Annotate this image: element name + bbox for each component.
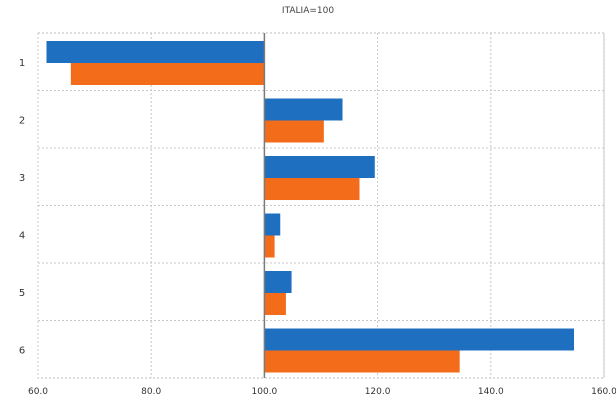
y-category-label: 6 [19, 345, 25, 356]
bar-series-1-cat-2 [264, 98, 343, 121]
bar-series-2-cat-4 [264, 235, 275, 258]
x-tick-label: 160.0 [591, 387, 616, 397]
x-tick-label: 100.0 [252, 387, 278, 397]
y-category-label: 5 [19, 288, 25, 299]
bar-series-2-cat-2 [264, 120, 324, 143]
x-tick-label: 60.0 [28, 387, 48, 397]
y-category-label: 1 [19, 58, 25, 69]
y-category-label: 2 [19, 115, 25, 126]
x-tick-label: 140.0 [478, 387, 504, 397]
x-tick-label: 80.0 [141, 387, 161, 397]
y-category-label: 3 [19, 173, 25, 184]
bar-series-1-cat-5 [264, 271, 292, 293]
bar-series-1-cat-4 [264, 213, 281, 236]
labels-layer: 60.0 80.0 100.0 120.0 140.0 160.0 1 2 3 4 5 6 [19, 58, 616, 397]
bars-layer [46, 41, 575, 373]
bar-series-1-cat-6 [264, 328, 575, 351]
y-category-label: 4 [19, 230, 25, 241]
bar-series-1-cat-3 [264, 156, 375, 178]
bar-series-2-cat-1 [70, 63, 265, 85]
chart-title: ITALIA=100 [281, 6, 335, 16]
bar-series-2-cat-6 [264, 350, 460, 373]
bar-series-2-cat-5 [264, 293, 286, 315]
bar-series-1-cat-1 [46, 41, 265, 63]
bar-series-2-cat-3 [264, 178, 360, 200]
x-tick-label: 120.0 [365, 387, 391, 397]
